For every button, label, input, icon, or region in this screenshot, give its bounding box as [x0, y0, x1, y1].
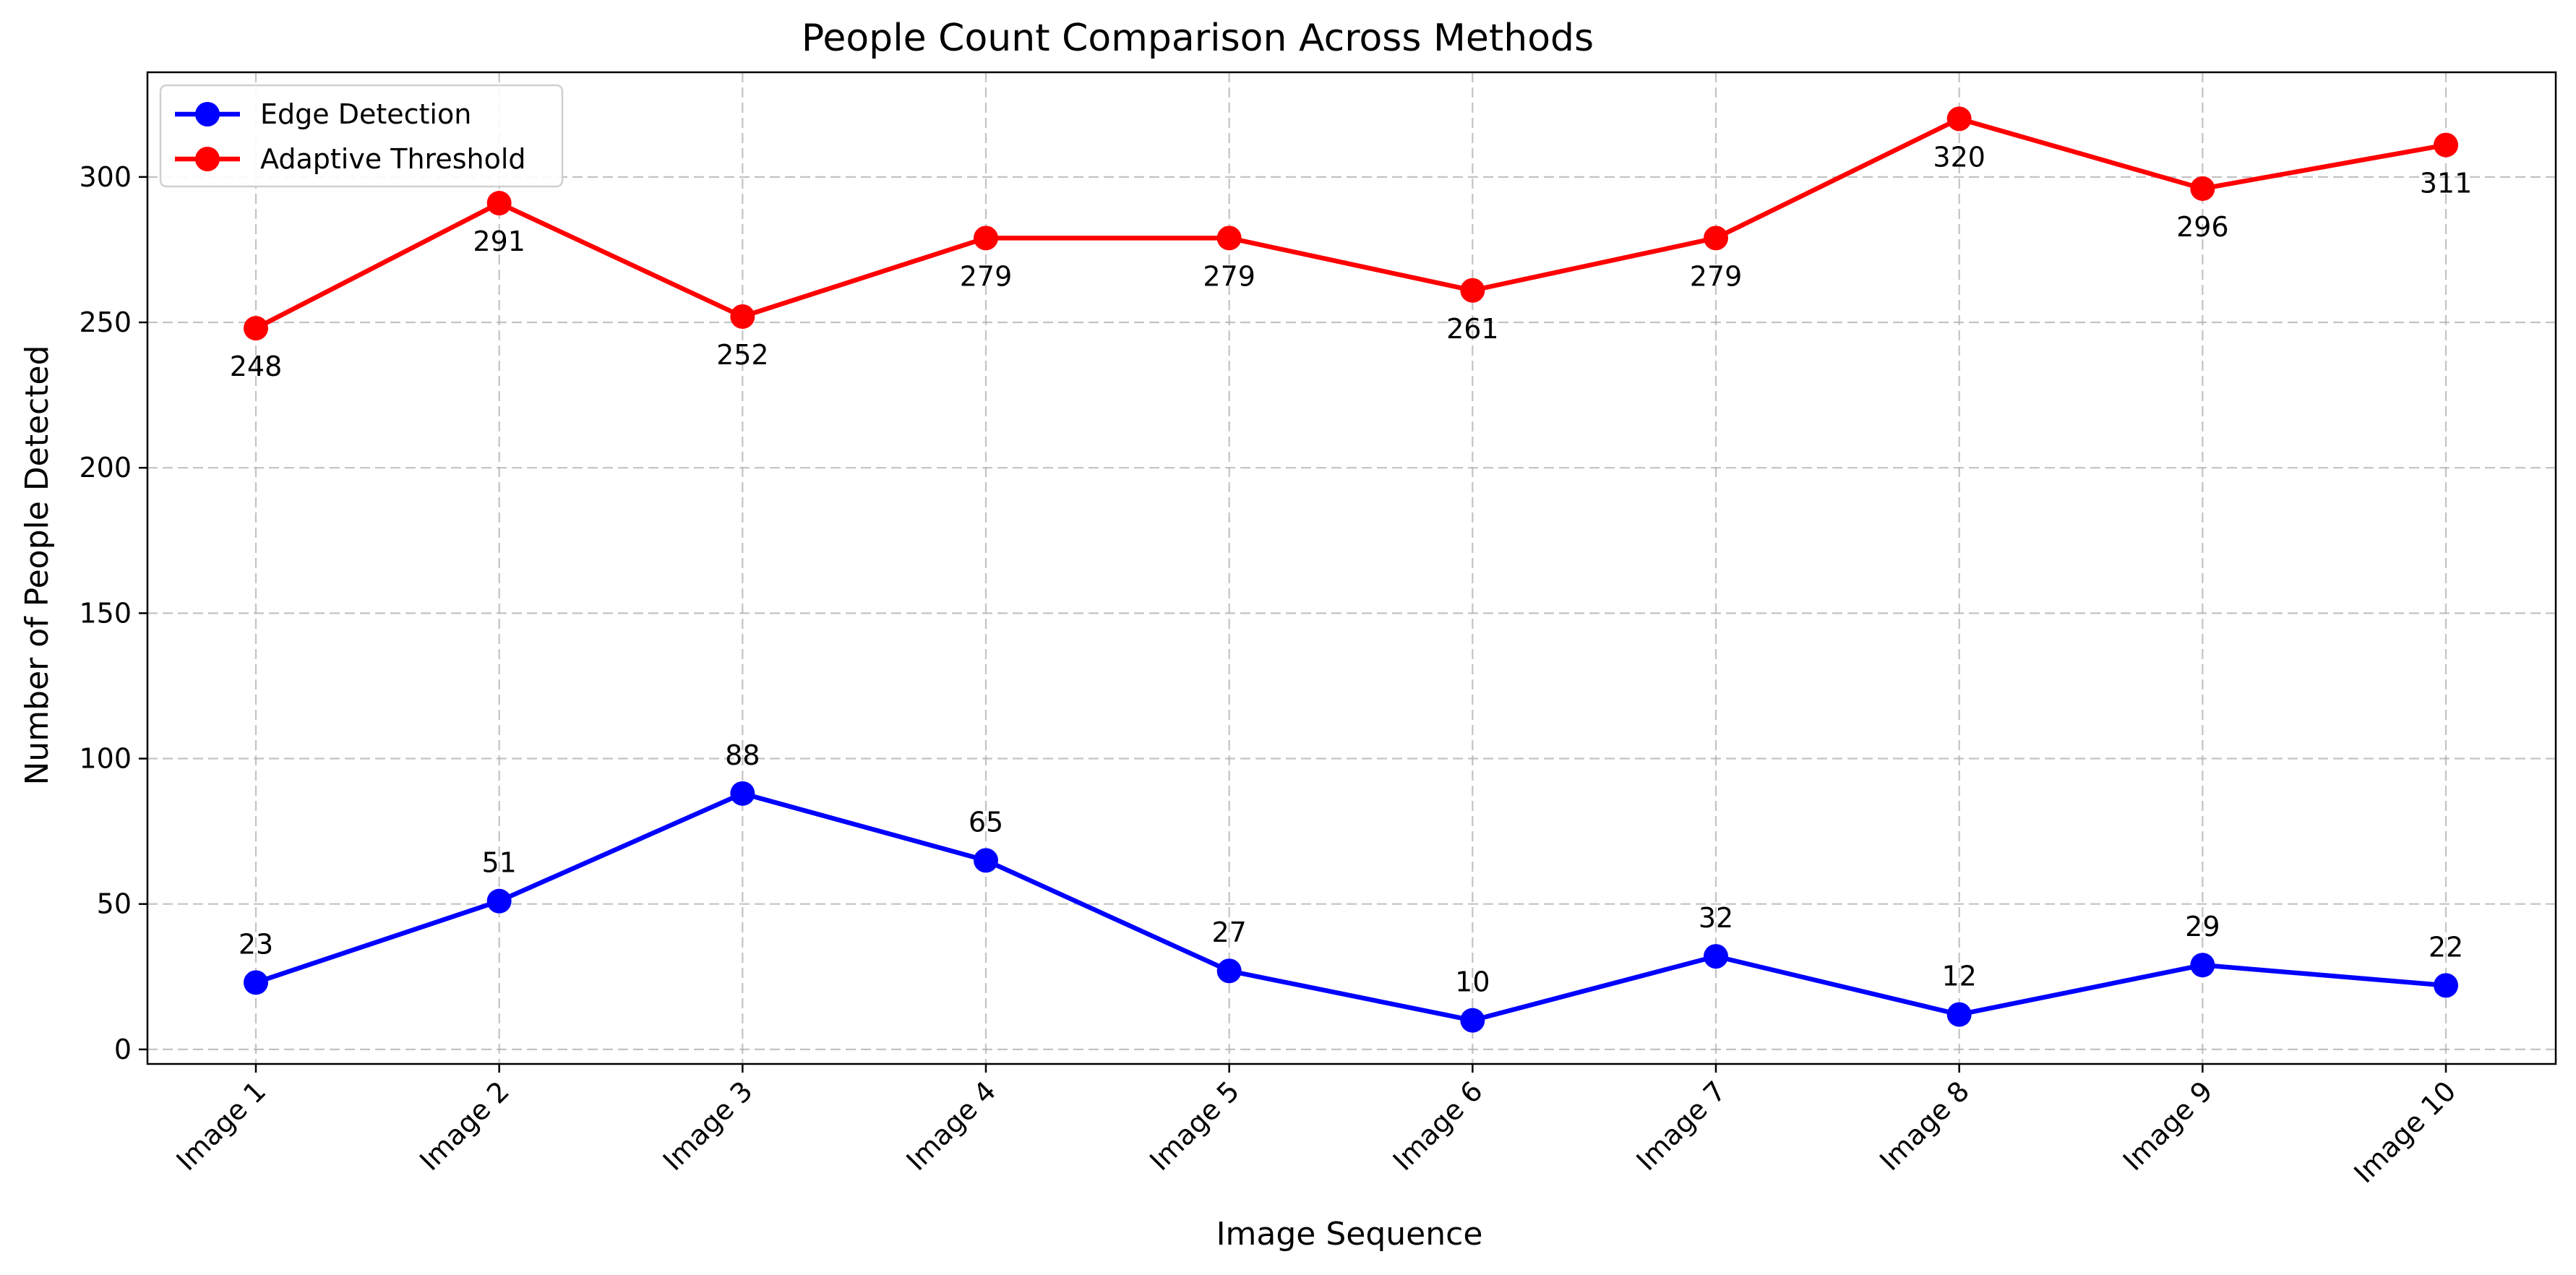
series-layer [244, 106, 2458, 1033]
y-axis-label: Number of People Detected [19, 345, 56, 785]
data-point [730, 304, 755, 329]
data-point [974, 226, 998, 251]
y-tick-label: 0 [114, 1034, 132, 1065]
y-tick-label: 300 [79, 161, 132, 193]
chart-title: People Count Comparison Across Methods [802, 17, 1594, 60]
legend-label: Adaptive Threshold [260, 143, 526, 175]
data-label: 248 [230, 351, 283, 382]
data-point [1704, 944, 1728, 969]
data-label: 311 [2420, 168, 2473, 199]
data-point [2434, 132, 2458, 158]
data-label: 279 [960, 260, 1013, 292]
legend: Edge Detection Adaptive Threshold [159, 84, 564, 188]
legend-marker [195, 102, 220, 126]
data-label: 252 [716, 339, 769, 371]
data-point [2190, 953, 2215, 978]
y-tick-label: 100 [79, 743, 132, 775]
data-point [1704, 226, 1728, 251]
data-label: 10 [1455, 966, 1490, 998]
data-point [1216, 226, 1242, 251]
data-label: 65 [969, 806, 1003, 838]
y-tick-label: 150 [79, 597, 132, 629]
data-label: 32 [1699, 902, 1733, 934]
data-point [1460, 278, 1485, 303]
y-tick-label: 200 [79, 452, 132, 484]
data-label: 296 [2176, 211, 2229, 243]
legend-marker [195, 147, 220, 171]
legend-box [159, 84, 564, 188]
data-point [486, 888, 512, 914]
data-label: 27 [1211, 916, 1246, 948]
data-point [244, 970, 268, 995]
y-tick-label: 50 [97, 888, 132, 920]
data-label: 279 [1690, 260, 1743, 292]
data-label: 22 [2429, 931, 2463, 963]
data-label: 29 [2185, 911, 2220, 943]
data-point [730, 781, 755, 806]
data-point [1946, 106, 1972, 132]
data-point [244, 316, 268, 341]
x-axis-label: Image Sequence [1216, 1216, 1483, 1253]
data-label: 291 [473, 226, 525, 257]
legend-label: Edge Detection [260, 98, 471, 130]
data-label: 88 [725, 739, 760, 771]
series-line-1 [253, 116, 2449, 331]
plot-area-frame [146, 71, 2557, 1065]
data-point [1216, 958, 1242, 984]
data-label: 320 [1933, 141, 1985, 173]
data-label: 261 [1446, 313, 1499, 345]
data-point [1460, 1008, 1485, 1033]
data-label: 12 [1941, 961, 1976, 992]
y-tick-label: 250 [79, 306, 132, 338]
series-line-0 [253, 791, 2449, 1023]
data-label: 23 [239, 928, 273, 960]
data-point [486, 191, 512, 216]
data-label: 279 [1203, 260, 1255, 292]
data-point [1946, 1002, 1972, 1027]
data-labels: 23 51 88 65 27 10 32 12 29 22 248 291 252 279 279 261 27… [230, 141, 2473, 997]
data-point [974, 848, 998, 873]
data-label: 51 [481, 847, 516, 879]
data-point [2190, 176, 2215, 201]
data-point [2434, 973, 2458, 998]
